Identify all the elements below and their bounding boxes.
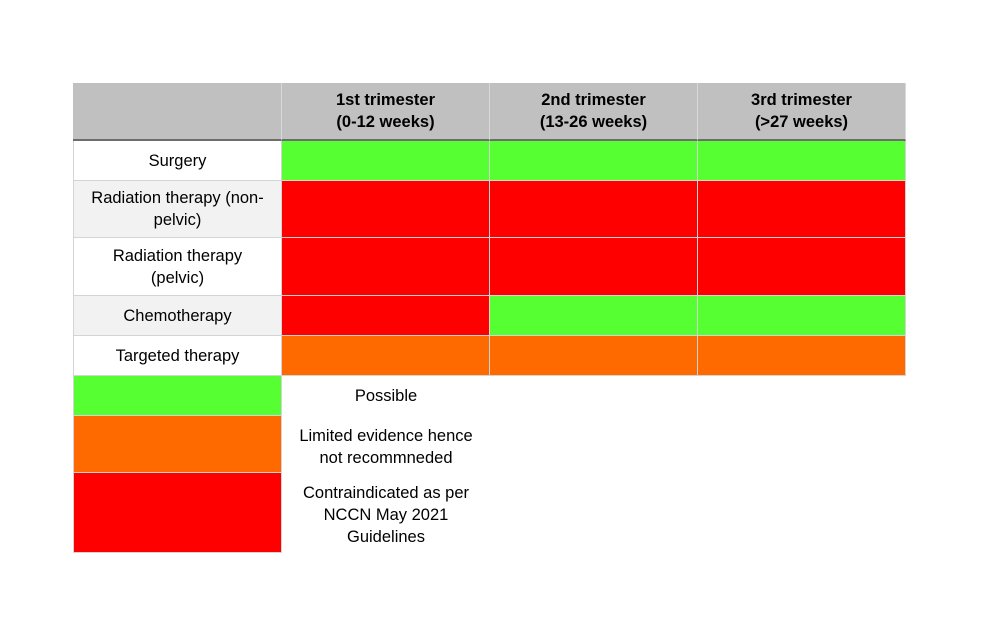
legend-text-contraindicated: Contraindicated as per NCCN May 2021 Gui…: [282, 473, 490, 553]
status-cell-radiation-pelvic-3rd: [698, 238, 906, 296]
header-corner-cell: [73, 83, 282, 141]
row-label-radiation-pelvic: Radiation therapy (pelvic): [73, 238, 282, 296]
status-cell-surgery-1st: [282, 141, 490, 181]
status-cell-radiation-non-pelvic-2nd: [490, 181, 698, 238]
trimester-treatment-table: 1st trimester (0-12 weeks) 2nd trimester…: [73, 83, 906, 553]
status-cell-radiation-pelvic-2nd: [490, 238, 698, 296]
status-cell-radiation-non-pelvic-1st: [282, 181, 490, 238]
header-1st-trimester: 1st trimester (0-12 weeks): [282, 83, 490, 141]
status-cell-targeted-therapy-1st: [282, 336, 490, 376]
legend-swatch-possible: [73, 376, 282, 416]
legend-swatch-contraindicated: [73, 473, 282, 553]
blank-cell: [490, 473, 698, 553]
status-cell-chemotherapy-1st: [282, 296, 490, 336]
blank-cell: [490, 416, 698, 473]
blank-cell: [698, 473, 906, 553]
status-cell-radiation-non-pelvic-3rd: [698, 181, 906, 238]
header-3rd-trimester: 3rd trimester (>27 weeks): [698, 83, 906, 141]
row-label-targeted-therapy: Targeted therapy: [73, 336, 282, 376]
status-cell-targeted-therapy-3rd: [698, 336, 906, 376]
header-2nd-trimester: 2nd trimester (13-26 weeks): [490, 83, 698, 141]
status-cell-chemotherapy-2nd: [490, 296, 698, 336]
legend-text-limited: Limited evidence hence not recommneded: [282, 416, 490, 473]
blank-cell: [698, 376, 906, 416]
row-label-chemotherapy: Chemotherapy: [73, 296, 282, 336]
legend-text-possible: Possible: [282, 376, 490, 416]
blank-cell: [490, 376, 698, 416]
blank-cell: [698, 416, 906, 473]
status-cell-radiation-pelvic-1st: [282, 238, 490, 296]
status-cell-surgery-3rd: [698, 141, 906, 181]
row-label-surgery: Surgery: [73, 141, 282, 181]
legend-swatch-limited: [73, 416, 282, 473]
row-label-radiation-non-pelvic: Radiation therapy (non- pelvic): [73, 181, 282, 238]
status-cell-chemotherapy-3rd: [698, 296, 906, 336]
status-cell-surgery-2nd: [490, 141, 698, 181]
status-cell-targeted-therapy-2nd: [490, 336, 698, 376]
